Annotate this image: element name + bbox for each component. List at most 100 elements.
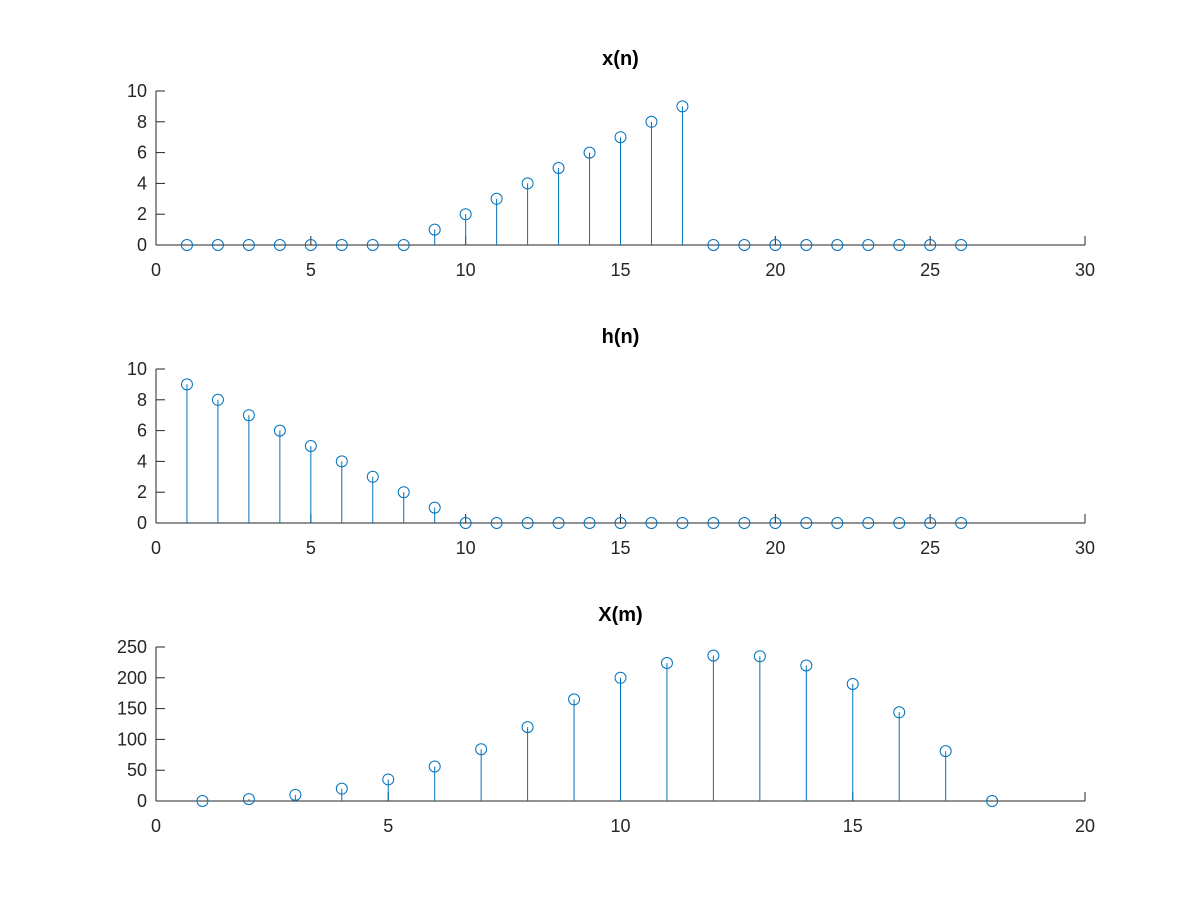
stem-marker <box>924 517 937 529</box>
stem-marker <box>335 782 348 795</box>
stem-marker <box>645 517 658 529</box>
stem-marker <box>552 517 565 529</box>
stem-marker <box>800 239 813 251</box>
stem-marker <box>893 517 906 529</box>
stem-marker <box>273 424 286 437</box>
stem-marker <box>846 677 859 690</box>
x-tick-label: 30 <box>1075 538 1095 558</box>
stem-marker <box>242 409 255 422</box>
plot-title: x(n) <box>602 48 639 70</box>
stem-marker <box>769 239 782 251</box>
y-tick-label: 4 <box>137 451 147 471</box>
x-tick-label: 25 <box>920 538 940 558</box>
y-tick-label: 6 <box>137 143 147 163</box>
stem-marker <box>753 650 766 663</box>
stem-marker <box>382 773 395 786</box>
y-tick-label: 0 <box>137 791 147 811</box>
stem-marker <box>583 517 596 529</box>
stem-marker <box>614 671 627 684</box>
stem-marker <box>707 649 720 662</box>
y-tick-label: 0 <box>137 235 147 255</box>
stem-marker <box>475 743 488 756</box>
subplot-h-n: h(n) 0 5 10 15 20 25 30 0 2 4 6 8 10 <box>127 326 1095 558</box>
y-tick-label: 8 <box>137 112 147 132</box>
stem-marker <box>304 440 317 452</box>
stem-marker <box>428 223 441 236</box>
plot-title: h(n) <box>602 326 640 348</box>
x-tick-label: 20 <box>1075 816 1095 836</box>
stem-marker <box>428 760 441 773</box>
stem-marker <box>800 659 813 672</box>
stem-marker <box>428 501 441 514</box>
stem-marker <box>490 517 503 529</box>
y-tick-label: 6 <box>137 421 147 441</box>
y-tick-label: 200 <box>117 668 147 688</box>
x-tick-label: 10 <box>610 816 630 836</box>
stem-marker <box>583 146 596 159</box>
x-tick-label: 0 <box>151 816 161 836</box>
stem-marker <box>614 517 627 529</box>
stem-marker <box>893 706 906 719</box>
stem-marker <box>676 517 689 529</box>
stem-marker <box>490 192 503 205</box>
stem-marker <box>568 693 581 706</box>
stem-marker <box>707 239 720 251</box>
stem-marker <box>939 745 952 758</box>
stem-marker <box>180 239 193 251</box>
stem-marker <box>459 517 472 529</box>
stem-marker <box>211 393 224 406</box>
stem-marker <box>211 239 224 251</box>
stem-marker <box>552 162 565 174</box>
stem-marker <box>366 470 379 483</box>
y-tick-label: 2 <box>137 204 147 224</box>
stem-marker <box>986 795 999 807</box>
stem-marker <box>769 517 782 529</box>
stem-marker <box>397 239 410 251</box>
stem-marker <box>660 657 673 670</box>
y-tick-label: 4 <box>137 173 147 193</box>
x-tick-label: 30 <box>1075 260 1095 280</box>
y-tick-label: 2 <box>137 482 147 502</box>
y-tick-label: 8 <box>137 390 147 410</box>
x-tick-label: 10 <box>456 538 476 558</box>
stem-marker <box>521 517 534 529</box>
x-tick-label: 15 <box>610 260 630 280</box>
stem-marker <box>614 131 627 144</box>
stem-marker <box>955 517 968 529</box>
stem-marker <box>955 239 968 251</box>
y-tick-label: 150 <box>117 699 147 719</box>
x-tick-label: 25 <box>920 260 940 280</box>
stem-marker <box>196 795 209 807</box>
stem-marker <box>862 517 875 529</box>
x-tick-label: 5 <box>306 538 316 558</box>
stem-marker <box>180 378 193 391</box>
stem-marker <box>676 100 689 113</box>
y-tick-label: 250 <box>117 637 147 657</box>
x-tick-label: 15 <box>843 816 863 836</box>
stem-marker <box>366 239 379 251</box>
stem-marker <box>924 239 937 251</box>
y-tick-label: 50 <box>127 760 147 780</box>
stem-marker <box>304 239 317 251</box>
x-tick-label: 20 <box>765 538 785 558</box>
x-tick-label: 0 <box>151 538 161 558</box>
x-tick-label: 5 <box>383 816 393 836</box>
stem-marker <box>242 793 255 806</box>
stem-marker <box>645 115 658 128</box>
x-tick-label: 10 <box>456 260 476 280</box>
x-tick-label: 0 <box>151 260 161 280</box>
stem-marker <box>521 721 534 734</box>
stem-marker <box>521 177 534 190</box>
stem-marker <box>738 517 751 529</box>
stem-marker <box>800 517 813 529</box>
stem-marker <box>273 239 286 251</box>
stem-marker <box>893 239 906 251</box>
x-tick-label: 15 <box>610 538 630 558</box>
y-tick-label: 10 <box>127 81 147 101</box>
stem-marker <box>862 239 875 251</box>
y-tick-label: 0 <box>137 513 147 533</box>
stem-marker <box>242 239 255 251</box>
